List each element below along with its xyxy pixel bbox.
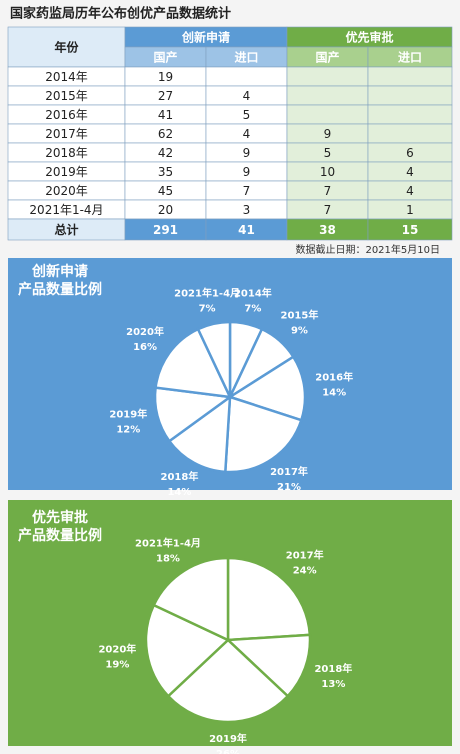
pie-slice [226, 556, 312, 642]
table-cell [286, 104, 369, 125]
slice-value: 13% [321, 679, 345, 690]
slice-value: 9% [291, 326, 308, 337]
slice-category: 2017年 [286, 549, 324, 562]
slice-value: 14% [167, 487, 191, 498]
cell-text: 1 [406, 203, 414, 217]
pie-slice [152, 556, 230, 642]
cell-text: 10 [320, 165, 335, 179]
cell-text: 国产 [153, 50, 177, 65]
slice-value: 26% [216, 749, 240, 754]
table-cell [367, 123, 453, 144]
slice-value: 16% [133, 342, 157, 353]
slice-value: 12% [116, 425, 140, 436]
cell-text: 9 [243, 146, 251, 160]
slice-category: 2017年 [270, 465, 308, 478]
slice-category: 2018年 [314, 662, 352, 675]
cell-text: 4 [406, 165, 414, 179]
cell-text: 2015年 [45, 89, 88, 103]
cell-text: 4 [406, 184, 414, 198]
cell-text: 62 [158, 127, 173, 141]
pie-slice [196, 320, 232, 398]
table-cell [367, 85, 453, 106]
page-title: 国家药监局历年公布创优产品数据统计 [10, 6, 231, 22]
table-cell [286, 85, 369, 106]
cell-text: 7 [243, 184, 251, 198]
pie-subtitle: 产品数量比例 [18, 281, 102, 298]
slice-value: 7% [244, 303, 261, 314]
cell-text: 6 [406, 146, 414, 160]
cell-text: 2017年 [45, 127, 88, 141]
pie-slice [166, 638, 290, 724]
slice-category: 2015年 [281, 309, 319, 322]
pie-slice [227, 355, 307, 422]
table-cell [286, 66, 369, 87]
cell-text: 创新申请 [181, 30, 230, 45]
pie-subtitle: 产品数量比例 [18, 527, 102, 544]
cell-text: 15 [402, 223, 419, 237]
note: 数据截止日期：2021年5月10日 [295, 243, 440, 256]
pie-slice [223, 395, 303, 474]
cell-text: 20 [158, 203, 173, 217]
table-cell [367, 66, 453, 87]
slice-value: 19% [105, 660, 129, 671]
cell-text: 41 [238, 223, 255, 237]
cell-text: 2021年1-4月 [29, 203, 103, 217]
cell-text: 9 [243, 165, 251, 179]
cell-text: 进口 [398, 50, 422, 65]
cell-text: 2019年 [45, 165, 88, 179]
slice-category: 2016年 [315, 371, 353, 384]
cell-text: 5 [324, 146, 332, 160]
cell-text: 进口 [234, 50, 258, 65]
table-cell [367, 104, 453, 125]
slice-value: 14% [322, 388, 346, 399]
cell-text: 35 [158, 165, 173, 179]
table-cell [367, 218, 453, 241]
slice-value: 18% [156, 554, 180, 565]
cell-text: 7 [324, 203, 332, 217]
cell-text: 291 [153, 223, 178, 237]
cell-text: 42 [158, 146, 173, 160]
pie-title: 创新申请 [31, 263, 88, 280]
pie-slice [167, 394, 232, 474]
cell-text: 2014年 [45, 70, 88, 84]
slice-category: 2018年 [160, 470, 198, 483]
pie-slice [144, 603, 231, 698]
cell-text: 41 [158, 108, 173, 122]
cell-text: 3 [243, 203, 251, 217]
pie-slice [154, 327, 233, 399]
cell-text: 27 [158, 89, 173, 103]
slice-value: 7% [199, 303, 216, 314]
cell-text: 年份 [54, 40, 79, 55]
cell-text: 优先审批 [345, 30, 393, 45]
cell-text: 2018年 [45, 146, 88, 160]
slice-category: 2021年1-4月 [135, 537, 201, 550]
cell-text: 4 [243, 127, 251, 141]
slice-category: 2020年 [98, 643, 136, 656]
cell-text: 5 [243, 108, 251, 122]
cell-text: 45 [158, 184, 173, 198]
cell-text: 2020年 [45, 184, 88, 198]
slice-category: 2020年 [126, 325, 164, 338]
pie-title: 优先审批 [32, 509, 88, 526]
slice-category: 2019年 [209, 732, 247, 745]
cell-text: 4 [243, 89, 251, 103]
slice-category: 2019年 [109, 408, 147, 421]
table-cell [205, 66, 288, 87]
slice-category: 2014年 [234, 286, 272, 299]
cell-text: 2016年 [45, 108, 88, 122]
pie-slice [225, 633, 312, 698]
cell-text: 19 [158, 70, 173, 84]
slice-value: 21% [277, 482, 301, 493]
cell-text: 国产 [315, 50, 339, 65]
cell-text: 7 [324, 184, 332, 198]
cell-text: 38 [319, 223, 336, 237]
cell-text: 9 [324, 127, 332, 141]
slice-value: 24% [293, 566, 317, 577]
slice-category: 2021年1-4月 [174, 286, 240, 299]
cell-text: 总计 [54, 222, 78, 237]
